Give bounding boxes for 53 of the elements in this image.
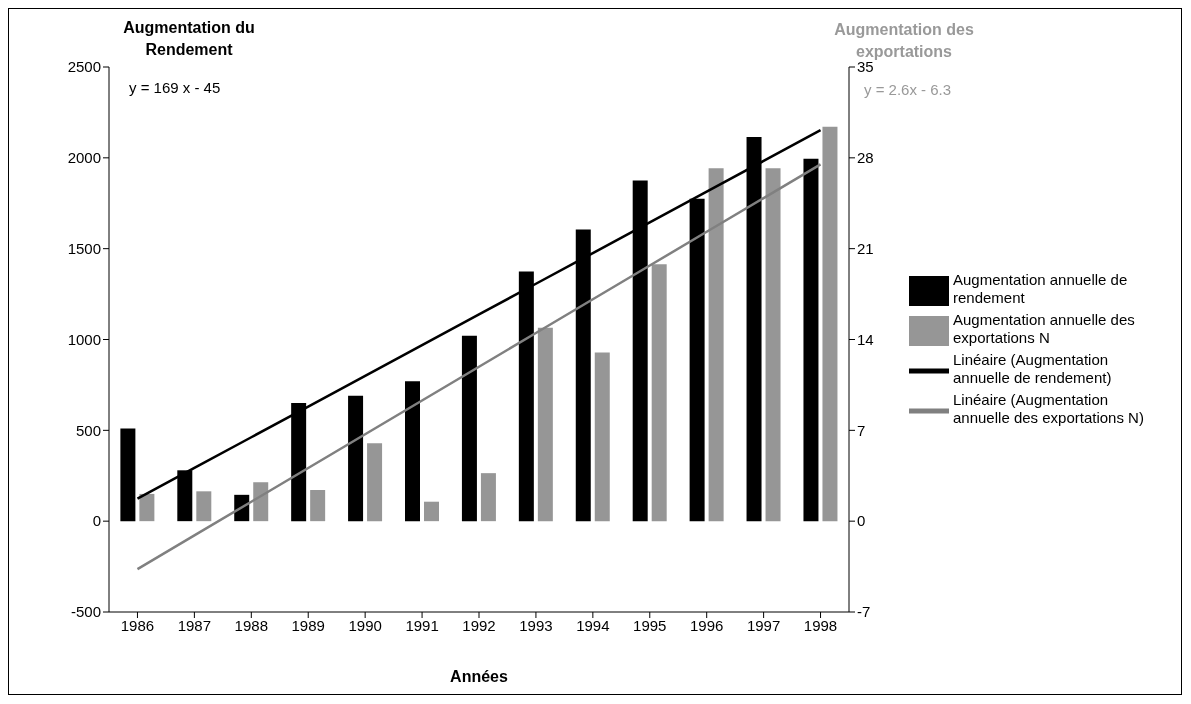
legend-label: Linéaire (Augmentation annuelle de rendement) <box>953 350 1113 387</box>
y-tick-label: 2000 <box>67 149 101 167</box>
bar <box>196 491 212 522</box>
bar <box>651 264 667 522</box>
x-tick-label: 1994 <box>576 616 610 634</box>
x-tick-label: 1986 <box>120 616 155 634</box>
x-tick-label: 1992 <box>462 616 496 634</box>
annotation: y = 169 x - 45 <box>129 79 221 96</box>
bar <box>424 501 439 522</box>
bar <box>822 126 838 522</box>
text: y = 2.6x - 6.3 <box>864 81 952 98</box>
bar <box>405 381 420 522</box>
y-tick-label: -500 <box>70 603 101 621</box>
x-tick-label: 1988 <box>234 616 268 634</box>
x-axis-title: Années <box>450 668 508 685</box>
x-tick-label: 1991 <box>405 616 439 634</box>
y2-tick-label: 0 <box>857 512 866 530</box>
bar <box>367 443 383 522</box>
y2-tick-label: 21 <box>857 239 874 257</box>
y-tick-label: 0 <box>92 512 101 530</box>
x-tick-label: 1989 <box>291 616 325 634</box>
line-series <box>136 163 822 571</box>
y2-tick-label: -7 <box>857 603 871 621</box>
x-tick-label: 1997 <box>746 616 781 634</box>
bar <box>461 335 477 522</box>
x-tick-label: 1990 <box>348 616 382 634</box>
bar <box>348 395 364 522</box>
bar <box>594 352 610 522</box>
bar <box>803 158 819 522</box>
x-tick-label: 1996 <box>690 616 724 634</box>
y-tick-label: 1500 <box>67 239 101 257</box>
legend-label: Augmentation annuelle des exportations N <box>953 310 1136 347</box>
legend-label: Linéaire (Augmentation annuelle des exportations N) <box>953 390 1145 427</box>
bar <box>765 168 781 522</box>
y-tick-label: 2500 <box>67 58 101 76</box>
bar <box>120 428 136 522</box>
y2-tick-label: 28 <box>857 149 874 167</box>
bar <box>253 482 269 522</box>
x-tick-label: 1998 <box>803 616 838 634</box>
x-tick-label: 1993 <box>519 616 553 634</box>
bar <box>708 168 724 522</box>
bar <box>537 327 553 522</box>
y-axis-title: Augmentation du Rendement <box>122 18 256 60</box>
bar <box>139 493 155 522</box>
y-tick-label: 500 <box>75 421 101 439</box>
y2-tick-label: 14 <box>857 330 874 348</box>
bar <box>310 490 326 522</box>
x-tick-label: 1987 <box>177 616 212 634</box>
y2-tick-label: 7 <box>857 421 866 439</box>
y-tick-label: 1000 <box>67 330 101 348</box>
legend-label: Augmentation annuelle de rendement <box>953 270 1129 307</box>
bar <box>480 473 496 522</box>
x-tick-label: 1995 <box>633 616 667 634</box>
